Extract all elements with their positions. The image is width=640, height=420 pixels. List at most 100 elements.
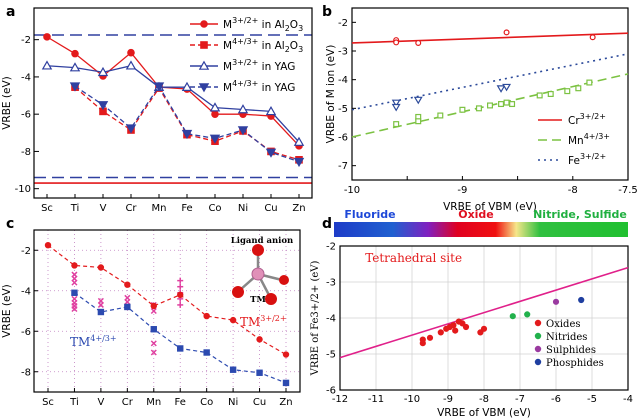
y-tick-label: -2 bbox=[326, 242, 336, 253]
x-mark-stroke bbox=[150, 349, 157, 356]
legend-marker bbox=[534, 358, 542, 366]
data-point bbox=[265, 148, 277, 158]
annotation-tm-4-3: TM4+/3+ bbox=[70, 334, 117, 349]
data-point bbox=[475, 105, 482, 112]
fit-line bbox=[339, 266, 629, 359]
y-axis-label: VRBE (eV) bbox=[1, 284, 13, 338]
colorbar bbox=[334, 222, 628, 237]
data-point bbox=[293, 136, 305, 146]
data-point bbox=[209, 102, 221, 112]
data-point bbox=[524, 311, 531, 318]
data-point bbox=[181, 81, 193, 91]
legend-marker bbox=[200, 20, 208, 28]
data-point bbox=[229, 366, 237, 373]
x-axis-label: VRBE of VBM (eV) bbox=[437, 407, 531, 419]
legend-label: Sulphides bbox=[546, 345, 596, 356]
data-point bbox=[415, 118, 422, 125]
data-point bbox=[181, 129, 193, 140]
legend-marker bbox=[198, 83, 210, 93]
x-axis-label: VRBE of VBM (eV) bbox=[443, 201, 537, 213]
data-point bbox=[496, 85, 506, 93]
data-point bbox=[578, 296, 585, 304]
tm-atom bbox=[251, 267, 265, 281]
fit-line bbox=[351, 53, 629, 111]
data-point bbox=[509, 101, 516, 108]
panel-d: Fluoride Oxide Nitride, Sulfide-2-3-4-5-6-… bbox=[310, 208, 633, 419]
legend-label: Mn4+/3+ bbox=[568, 132, 610, 147]
y-tick-label: -2 bbox=[21, 246, 31, 257]
x-tick-label: -12 bbox=[332, 394, 348, 405]
y-tick-label: -4 bbox=[21, 72, 31, 83]
series-line bbox=[46, 65, 300, 143]
data-point bbox=[564, 88, 571, 95]
legend-label: Nitrides bbox=[546, 332, 587, 343]
x-tick-label: -5 bbox=[587, 394, 597, 405]
data-point bbox=[575, 85, 582, 92]
data-point bbox=[426, 334, 434, 341]
data-point bbox=[97, 308, 105, 316]
data-point bbox=[391, 99, 401, 108]
data-point bbox=[450, 322, 457, 329]
x-tick-label: -9 bbox=[443, 394, 453, 405]
y-tick-label: -6 bbox=[21, 110, 31, 121]
data-point bbox=[69, 62, 81, 72]
data-point bbox=[71, 262, 78, 269]
x-tick-label: Co bbox=[208, 203, 221, 214]
y-axis-label: VRBE (eV) bbox=[1, 76, 13, 130]
y-tick-label: -6 bbox=[326, 386, 336, 397]
data-point bbox=[415, 39, 422, 46]
x-tick-label: Fe bbox=[181, 203, 192, 214]
y-tick-label: -2 bbox=[338, 18, 348, 29]
data-point bbox=[419, 340, 426, 347]
data-point bbox=[503, 29, 510, 36]
x-tick-label: V bbox=[100, 203, 107, 214]
x-mark-stroke bbox=[150, 307, 157, 315]
legend-label: M4+/3+ in YAG bbox=[223, 79, 295, 94]
plot-frame bbox=[351, 7, 629, 181]
scatter-mark bbox=[177, 301, 184, 308]
x-tick-label: Cr bbox=[122, 397, 134, 408]
x-tick-label: -11 bbox=[368, 394, 384, 405]
x-tick-label: Co bbox=[200, 397, 213, 408]
legend-label: Oxides bbox=[546, 319, 581, 330]
scatter-mark bbox=[97, 301, 104, 308]
legend-label: M4+/3+ in Al2O3 bbox=[223, 37, 303, 54]
data-point bbox=[413, 96, 423, 105]
data-point bbox=[498, 101, 505, 108]
x-mark-stroke bbox=[71, 279, 78, 286]
x-tick-label: Sc bbox=[41, 203, 53, 214]
x-tick-label: Ti bbox=[70, 203, 80, 214]
data-point bbox=[452, 327, 459, 334]
y-tick-label: -10 bbox=[15, 184, 31, 195]
y-axis-label: VRBE of Fe3+/2+ (eV) bbox=[310, 261, 321, 377]
x-tick-label: -10 bbox=[404, 394, 420, 405]
x-tick-label: Cu bbox=[264, 203, 277, 214]
data-point bbox=[293, 157, 305, 168]
series-line bbox=[47, 244, 287, 356]
y-tick-label: -4 bbox=[338, 75, 348, 86]
x-tick-label: -10 bbox=[344, 185, 360, 196]
colorbar-label: Fluoride bbox=[344, 208, 395, 221]
x-tick-label: -9 bbox=[457, 185, 467, 196]
scatter-mark bbox=[71, 305, 78, 313]
data-point bbox=[71, 289, 78, 296]
data-point bbox=[459, 320, 466, 327]
data-point bbox=[256, 369, 263, 376]
x-tick-label: -8 bbox=[479, 394, 489, 405]
legend-marker bbox=[200, 41, 208, 49]
legend-marker bbox=[534, 345, 542, 353]
plot-frame bbox=[33, 229, 301, 393]
x-tick-label: Sc bbox=[42, 397, 54, 408]
x-tick-label: Ni bbox=[238, 203, 248, 214]
panel-label: c bbox=[6, 216, 14, 232]
data-point bbox=[127, 48, 135, 57]
data-point bbox=[391, 103, 401, 112]
x-tick-label: Cu bbox=[253, 397, 266, 408]
legend-marker bbox=[198, 60, 210, 70]
y-tick-label: -4 bbox=[21, 286, 31, 297]
x-tick-label: Mn bbox=[152, 203, 167, 214]
x-mark-stroke bbox=[71, 305, 78, 313]
panel-a: -2 -4 -6 -8 -10 VRBE (eV) Sc Ti V Cr Mn Fe Co Ni Cu Zn M… bbox=[1, 7, 313, 214]
data-point bbox=[282, 379, 290, 387]
data-point bbox=[437, 112, 444, 119]
